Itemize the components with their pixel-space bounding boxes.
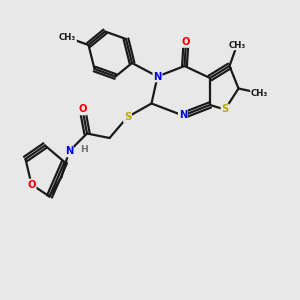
Text: CH₃: CH₃ <box>251 88 268 98</box>
Text: CH₃: CH₃ <box>228 40 246 50</box>
Text: N: N <box>153 71 162 82</box>
Text: S: S <box>124 112 131 122</box>
Text: N: N <box>65 146 73 157</box>
Text: O: O <box>27 179 36 190</box>
Text: CH₃: CH₃ <box>59 33 76 42</box>
Text: S: S <box>221 104 229 115</box>
Text: O: O <box>182 37 190 47</box>
Text: O: O <box>78 104 87 115</box>
Text: H: H <box>80 145 88 154</box>
Text: N: N <box>179 110 187 121</box>
